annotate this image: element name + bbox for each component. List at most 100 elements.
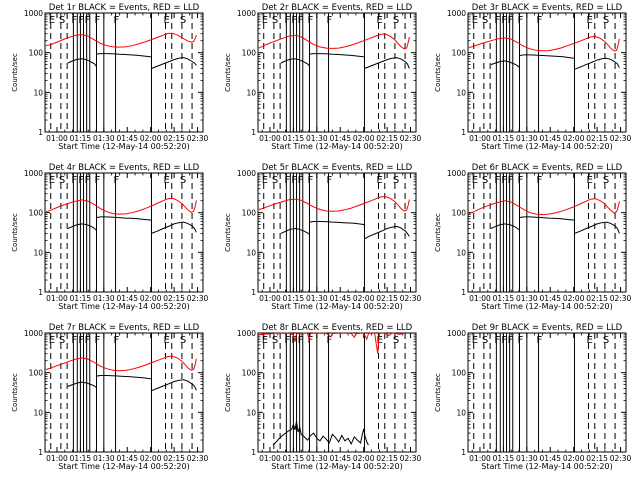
x-tick-label: 01:30 <box>93 454 115 463</box>
event-marker-label: F <box>537 15 543 26</box>
x-tick-label: 01:15 <box>70 454 92 463</box>
x-tick-label: 02:15 <box>163 294 185 303</box>
event-marker-label: E <box>377 175 383 186</box>
event-marker-label: S <box>180 15 186 26</box>
x-tick-label: 01:45 <box>539 134 561 143</box>
y-tick-label: 1000 <box>447 169 466 178</box>
event-marker-label: S <box>603 175 609 186</box>
x-tick-label: 01:00 <box>469 134 491 143</box>
event-marker-label: E <box>262 335 268 346</box>
y-axis-label: Counts/sec <box>224 53 232 92</box>
event-marker-label: F <box>494 335 500 346</box>
events-series-line <box>67 53 197 70</box>
event-marker-label: F <box>298 175 304 186</box>
x-tick-label: 01:30 <box>306 454 328 463</box>
event-marker-label: E <box>472 175 478 186</box>
y-tick-label: 1000 <box>24 169 43 178</box>
event-marker-label: F <box>501 15 507 26</box>
x-tick-label: 02:30 <box>400 454 422 463</box>
event-marker-label: E <box>472 15 478 26</box>
x-tick-label: 01:45 <box>116 454 138 463</box>
event-marker-label: F <box>78 15 84 26</box>
plot-frame <box>257 172 417 293</box>
panel-title: Det 2r BLACK = Events, RED = LLD <box>262 3 413 13</box>
event-marker-label: F <box>517 15 523 26</box>
x-tick-label: 02:15 <box>586 294 608 303</box>
event-marker-label: F <box>494 15 500 26</box>
plot-frame <box>467 12 627 133</box>
event-marker-label: S <box>272 175 278 186</box>
y-tick-label: 10 <box>456 248 466 257</box>
event-marker-label: F <box>508 15 514 26</box>
x-tick-label: 01:00 <box>46 454 68 463</box>
y-tick-label: 10 <box>33 408 43 417</box>
y-tick-label: 1000 <box>24 9 43 18</box>
event-marker-label: S <box>393 335 399 346</box>
y-tick-label: 100 <box>242 49 257 58</box>
y-tick-label: 100 <box>452 209 467 218</box>
y-tick-label: 10 <box>456 408 466 417</box>
x-tick-label: 02:15 <box>586 134 608 143</box>
y-tick-label: 1 <box>251 288 256 297</box>
event-marker-label: S <box>603 15 609 26</box>
y-tick-label: 10 <box>246 408 256 417</box>
event-marker-label: S <box>180 175 186 186</box>
event-marker-label: E <box>587 15 593 26</box>
event-marker-label: F <box>327 335 333 346</box>
x-tick-label: 01:45 <box>329 294 351 303</box>
event-marker-label: S <box>482 335 488 346</box>
lld-series-line <box>468 198 620 216</box>
y-tick-label: 1000 <box>447 329 466 338</box>
event-marker-label: E <box>587 175 593 186</box>
y-tick-label: 1 <box>251 448 256 457</box>
x-tick-label: 02:00 <box>563 294 585 303</box>
event-marker-label: F <box>71 175 77 186</box>
event-marker-label: F <box>291 175 297 186</box>
x-tick-label: 02:00 <box>353 454 375 463</box>
event-marker-label: F <box>501 175 507 186</box>
event-marker-label: F <box>94 335 100 346</box>
event-marker-label: E <box>262 175 268 186</box>
event-marker-label: F <box>501 335 507 346</box>
x-tick-label: 01:45 <box>116 134 138 143</box>
y-tick-label: 1 <box>461 128 466 137</box>
panel-title: Det 4r BLACK = Events, RED = LLD <box>49 163 200 173</box>
x-axis-label: Start Time (12-May-14 00:52:20) <box>271 142 402 151</box>
lld-series-line <box>258 33 410 50</box>
panel-title: Det 7r BLACK = Events, RED = LLD <box>49 323 200 333</box>
x-tick-label: 01:15 <box>493 294 515 303</box>
x-tick-label: 01:45 <box>116 294 138 303</box>
event-marker-label: F <box>284 15 290 26</box>
y-tick-label: 10 <box>246 248 256 257</box>
x-tick-label: 01:00 <box>259 294 281 303</box>
y-tick-label: 100 <box>242 209 257 218</box>
x-tick-label: 02:30 <box>610 294 632 303</box>
event-marker-label: F <box>508 335 514 346</box>
events-series-line <box>272 421 369 446</box>
x-tick-label: 02:30 <box>610 134 632 143</box>
y-axis-label: Counts/sec <box>224 373 232 412</box>
x-tick-label: 02:30 <box>187 294 209 303</box>
x-tick-label: 01:45 <box>329 134 351 143</box>
event-marker-label: F <box>114 335 120 346</box>
event-marker-label: F <box>298 15 304 26</box>
x-tick-label: 01:30 <box>516 134 538 143</box>
event-marker-label: S <box>393 175 399 186</box>
panel-title: Det 8r BLACK = Events, RED = LLD <box>262 323 413 333</box>
event-marker-label: F <box>291 15 297 26</box>
x-axis-label: Start Time (12-May-14 00:52:20) <box>271 462 402 471</box>
event-marker-label: F <box>71 15 77 26</box>
x-tick-label: 02:00 <box>140 134 162 143</box>
event-marker-label: E <box>49 335 55 346</box>
y-tick-label: 1 <box>461 288 466 297</box>
event-marker-label: E <box>49 15 55 26</box>
y-tick-label: 1000 <box>237 9 256 18</box>
event-marker-label: F <box>517 335 523 346</box>
x-tick-label: 02:15 <box>163 454 185 463</box>
chart-panel: Det 7r BLACK = Events, RED = LLD 1 10 100 10… <box>11 323 209 471</box>
chart-panel: Det 9r BLACK = Events, RED = LLD 1 10 100 10… <box>434 323 632 471</box>
event-marker-label: F <box>114 175 120 186</box>
event-marker-label: F <box>71 335 77 346</box>
events-series-line <box>280 221 410 240</box>
